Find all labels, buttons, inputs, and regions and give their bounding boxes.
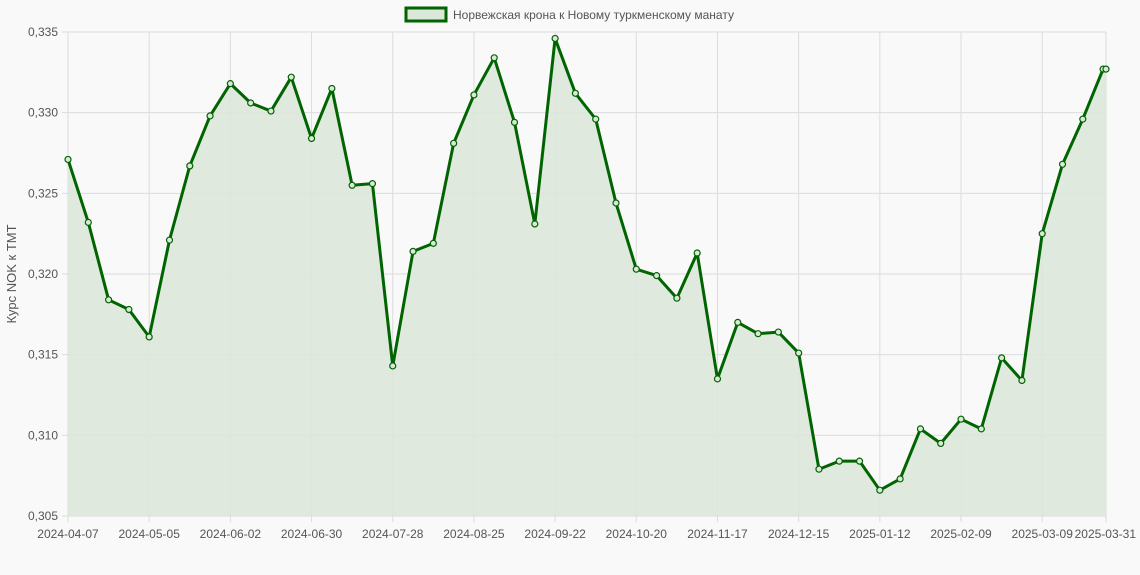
data-point[interactable]	[64, 155, 72, 164]
data-point[interactable]	[713, 375, 722, 383]
x-tick-label: 2024-08-25	[443, 527, 505, 541]
y-tick-label: 0,310	[28, 428, 58, 442]
data-point[interactable]	[125, 305, 133, 314]
data-point[interactable]	[490, 54, 498, 62]
data-point[interactable]	[795, 349, 803, 357]
data-point[interactable]	[1058, 160, 1067, 168]
data-point[interactable]	[998, 354, 1006, 362]
data-point[interactable]	[977, 425, 985, 433]
data-point[interactable]	[104, 296, 113, 304]
data-point[interactable]	[815, 465, 823, 473]
y-tick-label: 0,305	[28, 509, 58, 523]
y-tick-label: 0,335	[28, 25, 58, 39]
data-point[interactable]	[734, 318, 742, 326]
legend[interactable]: Норвежская крона к Новому туркменскому м…	[404, 6, 734, 23]
y-tick-label: 0,325	[28, 186, 58, 200]
data-point[interactable]	[612, 199, 620, 207]
data-point[interactable]	[754, 330, 762, 338]
data-point[interactable]	[165, 236, 174, 244]
data-point[interactable]	[145, 333, 153, 341]
y-tick-label: 0,330	[28, 106, 58, 120]
legend-label: Норвежская крона к Новому туркменскому м…	[453, 8, 734, 22]
data-point[interactable]	[84, 218, 92, 226]
data-point[interactable]	[571, 89, 580, 97]
data-point[interactable]	[186, 162, 194, 170]
data-point[interactable]	[510, 118, 519, 126]
x-tick-label: 2025-01-12	[849, 527, 911, 541]
x-tick-label: 2025-02-09	[930, 527, 992, 541]
data-point[interactable]	[673, 294, 681, 302]
data-point[interactable]	[328, 84, 336, 93]
data-point[interactable]	[1102, 65, 1110, 73]
data-point[interactable]	[247, 99, 255, 107]
data-point[interactable]	[206, 112, 214, 120]
data-point[interactable]	[531, 220, 539, 228]
data-point[interactable]	[592, 115, 600, 123]
data-point[interactable]	[1038, 230, 1046, 238]
data-point[interactable]	[693, 249, 701, 257]
data-point[interactable]	[1079, 115, 1087, 123]
data-point[interactable]	[916, 425, 925, 433]
x-tick-label: 2024-12-15	[768, 527, 830, 541]
data-point[interactable]	[287, 73, 295, 81]
x-tick-label: 2024-11-17	[687, 527, 748, 541]
data-point[interactable]	[348, 181, 356, 189]
data-point[interactable]	[368, 180, 377, 188]
legend-swatch[interactable]	[404, 6, 448, 23]
data-point[interactable]	[429, 239, 437, 247]
x-tick-label: 2024-06-02	[200, 527, 262, 541]
data-point[interactable]	[389, 362, 397, 370]
x-tick-label: 2024-09-22	[524, 527, 586, 541]
series-area	[68, 38, 1106, 516]
x-tick-label: 2024-05-05	[118, 527, 180, 541]
x-tick-label: 2024-10-20	[606, 527, 668, 541]
data-point[interactable]	[937, 439, 945, 447]
data-point[interactable]	[774, 328, 782, 336]
x-tick-label: 2024-07-28	[362, 527, 424, 541]
data-point[interactable]	[409, 247, 417, 256]
data-point[interactable]	[632, 265, 640, 273]
data-point[interactable]	[957, 415, 965, 423]
data-point[interactable]	[267, 107, 275, 115]
data-point[interactable]	[835, 457, 843, 465]
data-point[interactable]	[226, 80, 234, 88]
y-tick-label: 0,320	[28, 267, 58, 281]
data-point[interactable]	[551, 34, 559, 43]
area-fill-layer	[68, 38, 1106, 516]
x-tick-label: 2024-06-30	[281, 527, 343, 541]
data-point[interactable]	[855, 457, 864, 465]
y-tick-label: 0,315	[28, 348, 58, 362]
data-point[interactable]	[652, 272, 661, 280]
data-point[interactable]	[450, 139, 458, 147]
data-point[interactable]	[896, 475, 904, 483]
y-axis-ticks: 0,305 0,310 0,315 0,320 0,325 0,330 0,335	[28, 25, 58, 523]
x-tick-label: 2025-03-09	[1012, 527, 1074, 541]
data-point[interactable]	[470, 91, 478, 99]
x-tick-label: 2025-03-31	[1075, 527, 1137, 541]
y-axis-title: Курс NOK к TMT	[4, 224, 19, 323]
data-point[interactable]	[876, 486, 884, 494]
data-point[interactable]	[1018, 376, 1026, 385]
x-axis-ticks: 2024-04-07 2024-05-05 2024-06-02 2024-06-30…	[37, 527, 1136, 541]
x-tick-label: 2024-04-07	[37, 527, 99, 541]
data-point[interactable]	[307, 134, 316, 143]
data-points	[64, 34, 1110, 494]
